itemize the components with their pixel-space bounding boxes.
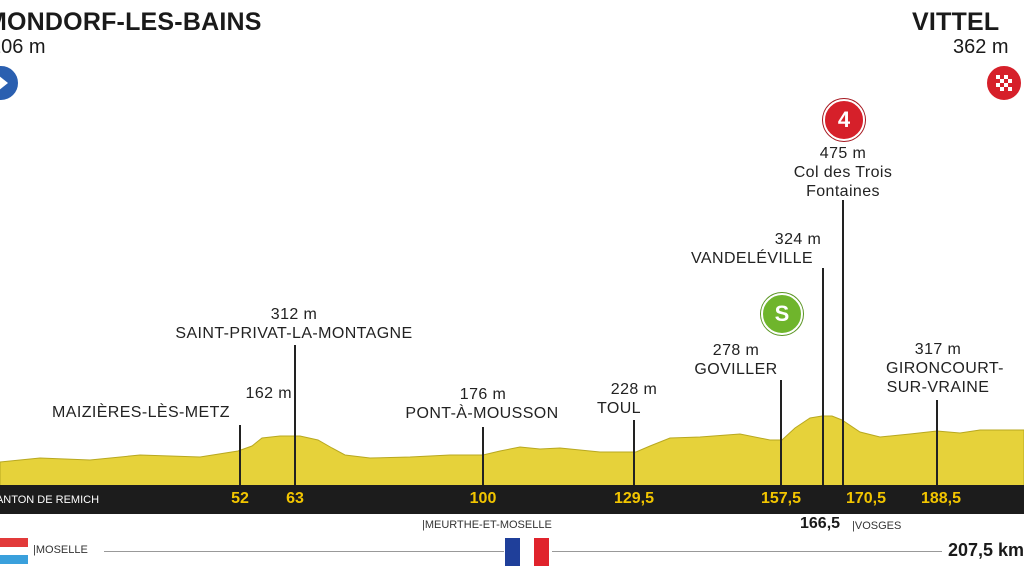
tick-saint-privat: [294, 345, 296, 486]
point-alt-vandeleville: 324 m: [774, 231, 822, 248]
point-name-goviller: GOVILLER: [694, 361, 778, 378]
point-name-col-trois-fontaines: Col des Trois Fontaines: [793, 164, 893, 200]
point-alt-gironcourt: 317 m: [914, 341, 962, 358]
point-name-gironcourt: GIRONCOURT-SUR-VRAINE: [886, 360, 1004, 396]
total-distance: 207,5 km: [948, 540, 1024, 560]
tick-pont-a-mousson: [482, 427, 484, 486]
tick-maizieres: [239, 425, 241, 486]
point-name-saint-privat: SAINT-PRIVAT-LA-MONTAGNE: [175, 325, 413, 342]
profile-area: [0, 415, 1024, 487]
km-marker: 100: [469, 490, 497, 507]
distance-strip: [0, 485, 1024, 514]
region-label-moselle-line: |MOSELLE: [33, 544, 88, 556]
luxembourg-flag-icon: [0, 538, 28, 564]
france-flag-icon: [505, 538, 549, 566]
start-play-icon: [0, 64, 20, 102]
point-alt-toul: 228 m: [610, 381, 658, 398]
point-name-pont-a-mousson: PONT-À-MOUSSON: [405, 405, 559, 422]
tick-col-trois-fontaines: [842, 200, 844, 486]
km-marker: 52: [231, 490, 249, 507]
distance-line-right: [552, 551, 942, 552]
km-marker: 129,5: [613, 490, 655, 507]
point-alt-goviller: 278 m: [712, 342, 760, 359]
tick-toul: [633, 420, 635, 486]
finish-flag-icon: [985, 64, 1023, 102]
tick-gironcourt: [936, 400, 938, 486]
region-label-moselle: MOSELLE: [35, 544, 88, 556]
point-alt-maizieres: 162 m: [245, 385, 292, 402]
km-marker: 63: [286, 490, 304, 507]
point-alt-saint-privat: 312 m: [270, 306, 318, 323]
strip-label: CANTON DE REMICH: [0, 494, 100, 506]
km-marker: 188,5: [920, 490, 962, 507]
region-label-meurthe-line: |MEURTHE-ET-MOSELLE: [422, 519, 552, 531]
tick-goviller: [780, 380, 782, 486]
km-marker: 170,5: [845, 490, 887, 507]
climb-category-badge-icon: 4: [823, 99, 865, 141]
sprint-badge-icon: S: [761, 293, 803, 335]
start-altitude: 206 m: [0, 36, 46, 58]
tick-vandeleville: [822, 268, 824, 486]
point-name-toul: TOUL: [597, 400, 641, 417]
point-alt-col-trois-fontaines: 475 m: [819, 145, 867, 162]
km-below-marker: 166,5: [800, 515, 841, 532]
region-label-vosges-line: |VOSGES: [852, 520, 902, 532]
distance-line-left: [104, 551, 504, 552]
start-city-name: MONDORF-LES-BAINS: [0, 8, 262, 36]
point-alt-pont-a-mousson: 176 m: [459, 386, 507, 403]
region-label-vosges: VOSGES: [854, 520, 902, 532]
point-name-maizieres: MAIZIÈRES-LÈS-METZ: [52, 404, 230, 421]
km-marker: 157,5: [760, 490, 802, 507]
point-name-vandeleville: VANDELÉVILLE: [691, 250, 813, 267]
finish-city-name: VITTEL: [912, 8, 1000, 36]
region-label-meurthe: MEURTHE-ET-MOSELLE: [424, 519, 552, 531]
finish-altitude: 362 m: [953, 36, 1009, 58]
